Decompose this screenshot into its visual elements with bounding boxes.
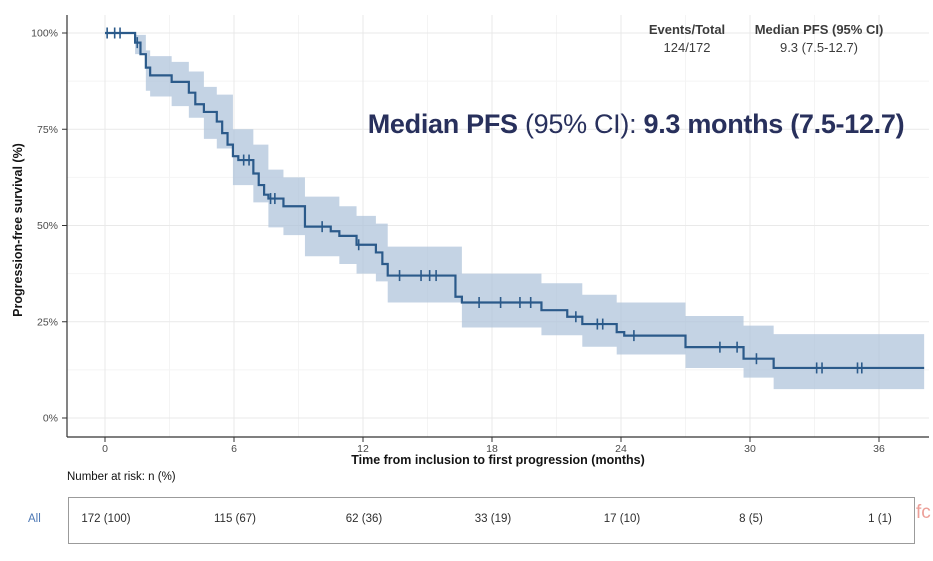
risk-count: 8 (5): [739, 513, 763, 525]
number-at-risk-label: Number at risk: n (%): [67, 471, 176, 483]
confidence-band: [105, 33, 925, 390]
stats-events-total-value: 124/172: [663, 40, 711, 55]
x-axis-title: Time from inclusion to first progression…: [351, 453, 645, 467]
axis-text: 0%: [43, 413, 58, 425]
risk-count: 17 (10): [603, 513, 641, 525]
median-pfs-annotation: Median PFS (95% CI): 9.3 months (7.5-12.…: [358, 109, 914, 140]
risk-row-label-all: All: [28, 513, 41, 525]
axis-text: 50%: [37, 220, 58, 232]
stats-events-total-column: Events/Total 124/172: [625, 21, 749, 57]
stats-events-total-header: Events/Total: [648, 22, 726, 37]
axis-text: 36: [873, 443, 885, 455]
axis-text: 75%: [37, 124, 58, 136]
axis-text: 24: [615, 443, 627, 455]
stats-median-pfs-column: Median PFS (95% CI) 9.3 (7.5-12.7): [733, 21, 905, 57]
risk-count: 33 (19): [474, 513, 512, 525]
axis-text: 18: [486, 443, 498, 455]
stats-median-pfs-header: Median PFS (95% CI): [754, 22, 884, 37]
risk-count: 172 (100): [81, 513, 131, 525]
axis-text: 30: [744, 443, 756, 455]
axis-text: 100%: [31, 28, 58, 40]
y-axis-title: Progression-free survival (%): [11, 143, 25, 317]
axis-text: 6: [231, 443, 237, 455]
annotation-value: 9.3 months (7.5-12.7): [643, 109, 905, 139]
annotation-median-pfs: Median PFS: [367, 109, 518, 139]
risk-count: 1 (1): [868, 513, 892, 525]
axis-text: 25%: [37, 316, 58, 328]
number-at-risk-table: 172 (100) 115 (67) 62 (36) 33 (19) 17 (10) 8 …: [68, 497, 915, 544]
annotation-ci-label: (95% CI):: [517, 109, 644, 139]
fc-watermark: fc: [916, 502, 931, 523]
km-survival-chart: 0% 25% 50% 75% 100% 0 6 12 18 24 30 36 Time from inc…: [11, 15, 929, 467]
risk-count: 115 (67): [214, 513, 256, 525]
risk-count: 62 (36): [345, 513, 383, 525]
axis-text: 0: [102, 443, 108, 455]
survival-curve: [105, 31, 925, 370]
axis-text: 12: [357, 443, 369, 455]
stats-median-pfs-value: 9.3 (7.5-12.7): [779, 40, 859, 55]
